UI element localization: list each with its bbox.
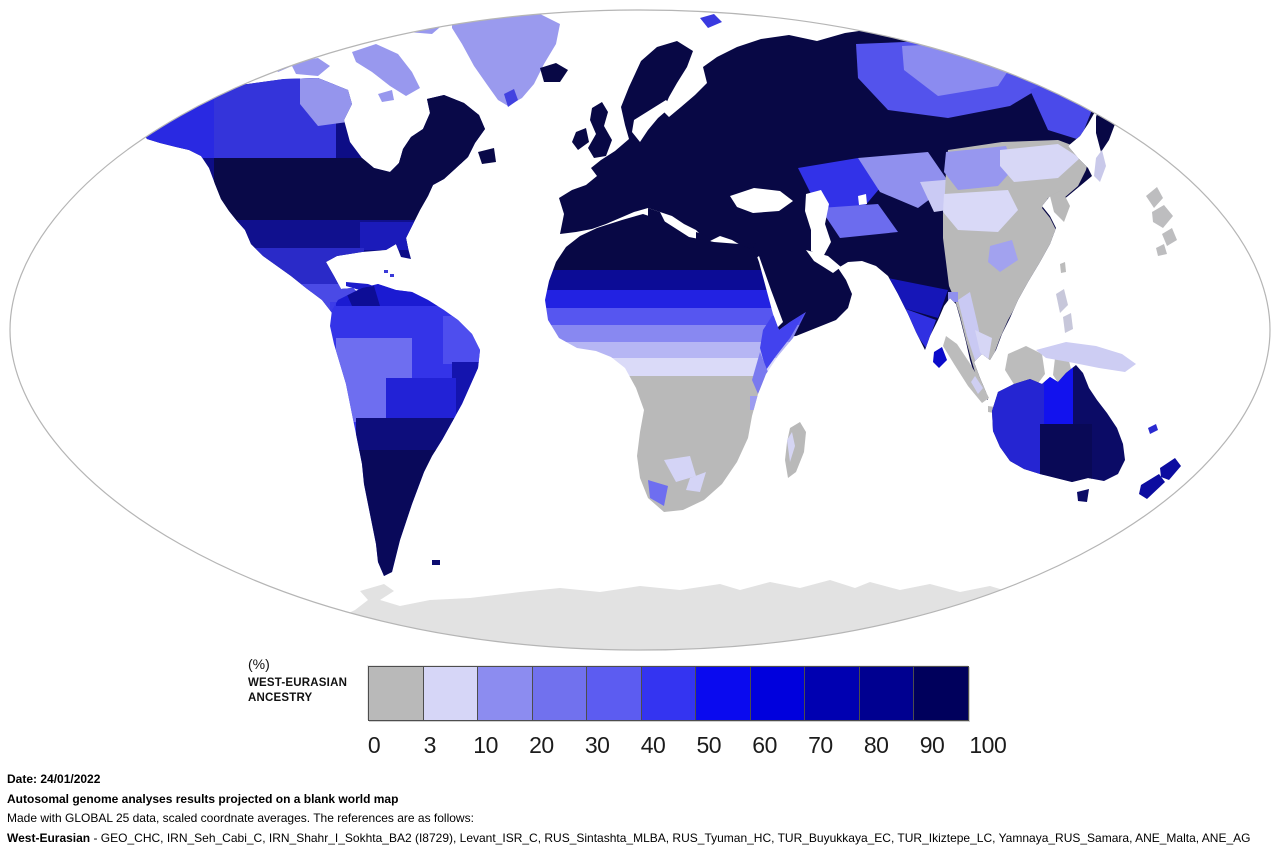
region-australia [992,365,1125,502]
legend-cell-70 [805,667,860,720]
legend-tick-0: 0 [367,732,381,758]
legend-tick-50: 50 [696,732,722,758]
region-south-america [330,284,480,576]
legend-tick-80: 80 [863,732,889,758]
footer-method: Made with GLOBAL 25 data, scaled coordna… [7,811,474,825]
region-north-america [142,78,485,342]
region-iceland [540,63,568,82]
region-madagascar [785,422,806,478]
legend-cell-90 [914,667,969,720]
legend-cell-30 [587,667,642,720]
region-japan [1146,187,1177,256]
region-new-caledonia [1148,424,1158,434]
region-sri-lanka [933,347,947,368]
region-newfoundland [478,148,496,164]
region-sakhalin [1094,150,1106,182]
legend-cell-50 [696,667,751,720]
region-antarctica [200,580,1080,650]
projection-outline [9,9,1271,651]
legend-tick-100: 100 [969,732,1007,758]
footer-references: West-Eurasian - GEO_CHC, IRN_Seh_Cabi_C,… [7,829,1250,849]
legend-tick-70: 70 [808,732,833,758]
legend-tick-40: 40 [640,732,666,758]
legend-cell-20 [532,667,588,720]
legend-title-block: (%) WEST-EURASIAN ANCESTRY [248,656,347,706]
region-eurasia [559,29,1137,400]
footer-date: Date: 24/01/2022 [7,772,101,786]
legend-title-line1: WEST-EURASIAN [248,677,348,689]
region-svalbard [700,14,722,28]
world-map [9,9,1271,651]
legend-tick-90: 90 [919,732,945,758]
legend-tick-10: 10 [473,732,498,758]
region-falklands [432,560,440,565]
legend-tick-20: 20 [529,732,554,758]
legend-tick-60: 60 [752,732,777,758]
region-british-isles [572,102,612,158]
legend-cell-3 [423,667,479,720]
legend-unit-label: (%) [248,656,270,672]
footer: Date: 24/01/2022 Autosomal genome analys… [7,770,1250,848]
region-tasmania [1077,489,1089,502]
region-new-guinea [1036,342,1136,372]
legend-cell-10 [478,667,533,720]
legend-cell-40 [641,667,697,720]
region-greenland [452,10,560,107]
legend-cell-80 [859,667,915,720]
legend-tick-30: 30 [584,732,610,758]
legend-color-bar [368,666,969,721]
region-new-zealand [1139,458,1181,499]
footer-reference-list: - GEO_CHC, IRN_Seh_Cabi_C, IRN_Shahr_I_S… [90,830,1251,845]
footer-title: Autosomal genome analyses results projec… [7,791,399,806]
legend-tick-3: 3 [423,732,437,758]
legend-title-line2: ANCESTRY [248,692,313,704]
legend-cell-0 [369,667,424,720]
footer-reference-label: West-Eurasian [7,830,91,845]
region-korea [1050,190,1070,222]
legend-cell-60 [750,667,806,720]
